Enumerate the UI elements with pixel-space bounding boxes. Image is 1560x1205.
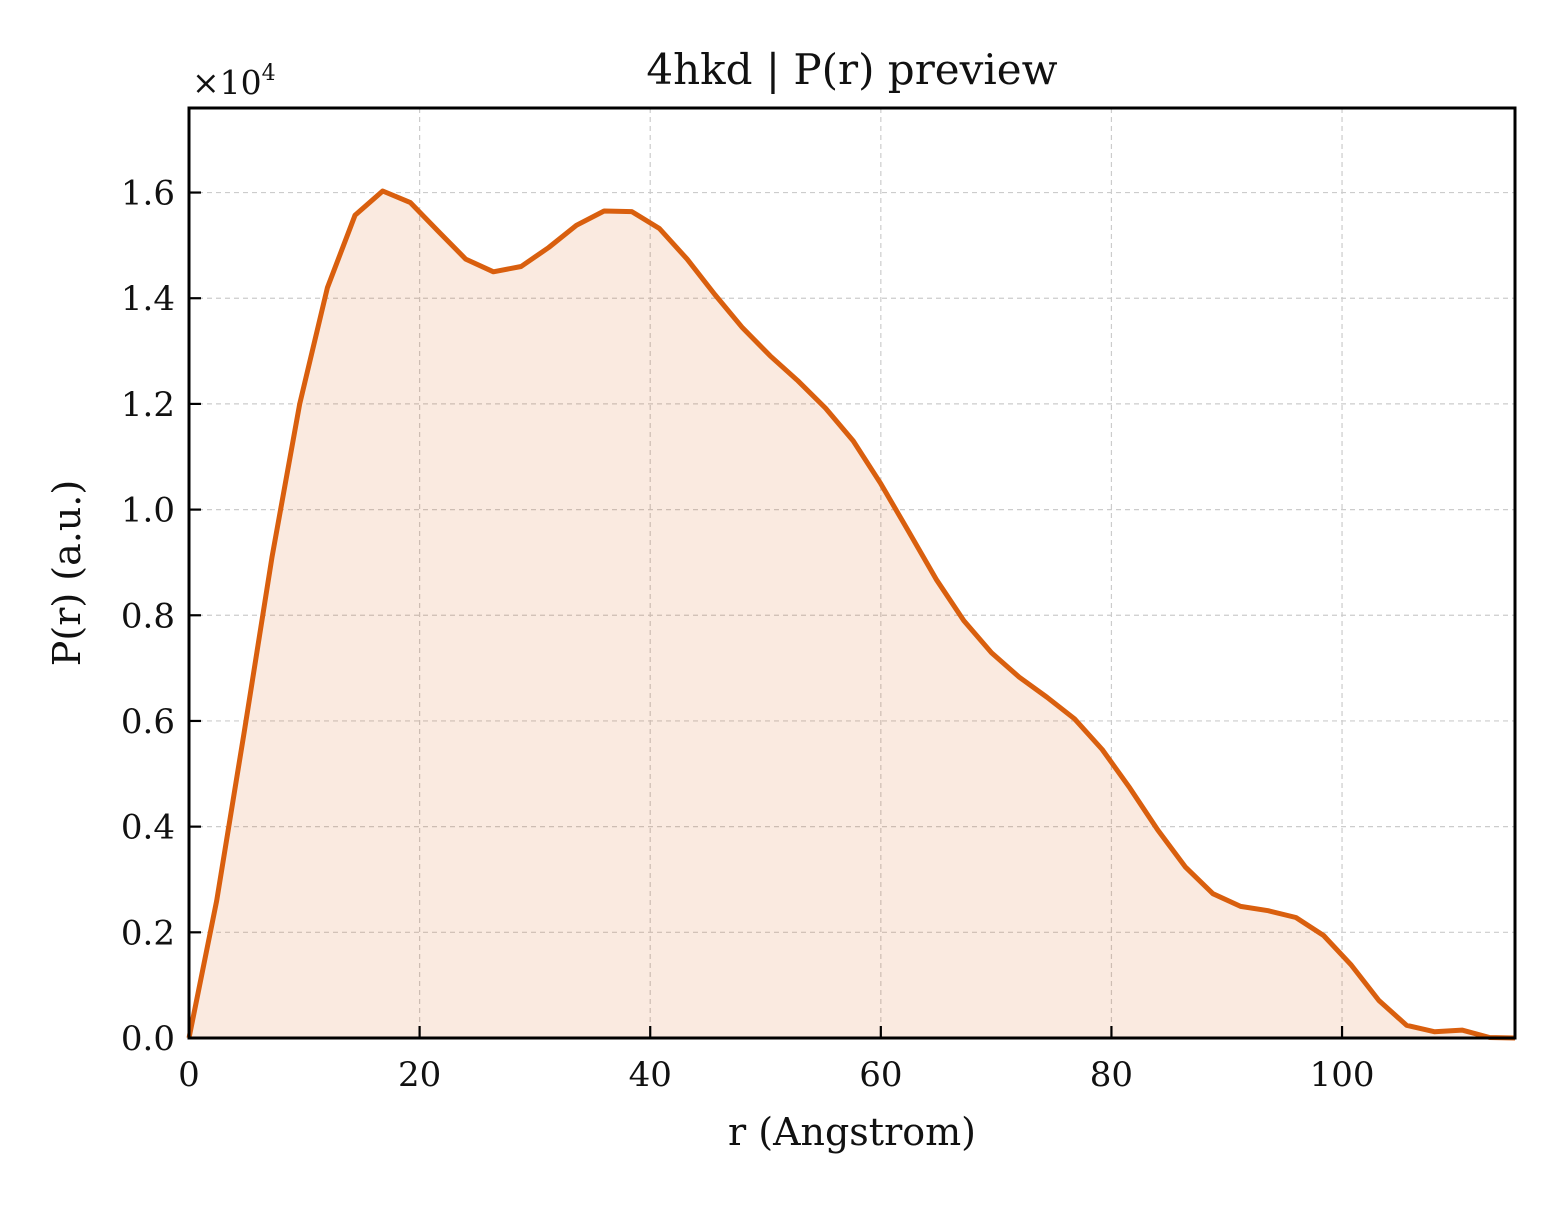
y-tick-label: 0.0 <box>121 1019 175 1059</box>
x-tick-label: 60 <box>859 1055 902 1095</box>
chart-title: 4hkd | P(r) preview <box>646 45 1057 94</box>
y-tick-label: 1.0 <box>121 491 175 531</box>
y-tick-label: 0.8 <box>121 596 175 636</box>
x-tick-label: 0 <box>178 1055 200 1095</box>
series-area-fill <box>189 191 1515 1038</box>
y-tick-label: 0.2 <box>121 913 175 953</box>
x-tick-label: 80 <box>1090 1055 1133 1095</box>
plot-frame <box>187 106 1517 1040</box>
y-multiplier-base: ×10 <box>192 63 262 102</box>
y-axis-multiplier: ×104 <box>192 61 276 102</box>
series-line <box>186 188 1516 1041</box>
y-tick-label: 1.6 <box>121 174 175 214</box>
axis-ticks: 0 20 40 60 80 100 0.0 0.2 0.4 0.6 0.8 1.0 1.2 1.4 1.6 <box>121 174 1375 1095</box>
y-axis-label: P(r) (a.u.) <box>45 480 89 666</box>
y-multiplier-exponent: 4 <box>262 61 276 86</box>
y-tick-label: 1.2 <box>121 385 175 425</box>
grid <box>188 108 1515 1039</box>
x-tick-label: 20 <box>398 1055 441 1095</box>
data-layer <box>186 188 1516 1041</box>
x-tick-label: 100 <box>1310 1055 1375 1095</box>
y-tick-label: 0.4 <box>121 808 175 848</box>
y-tick-label: 0.6 <box>121 702 175 742</box>
x-tick-label: 40 <box>629 1055 672 1095</box>
y-tick-label: 1.4 <box>121 279 175 319</box>
x-axis-label: r (Angstrom) <box>728 1110 976 1154</box>
